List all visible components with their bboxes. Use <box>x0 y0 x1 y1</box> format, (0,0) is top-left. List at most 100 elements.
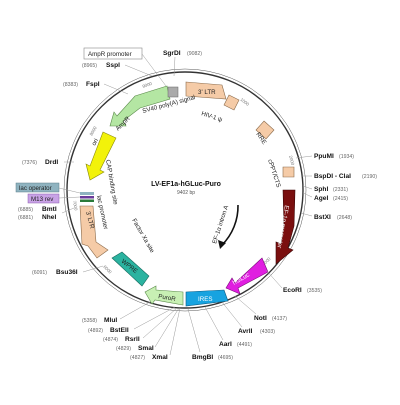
lac-operator-box <box>15 182 60 193</box>
cppt-box <box>282 166 295 178</box>
ecori-leader <box>265 269 283 289</box>
cppt-label: cPPT/CTS <box>266 158 282 188</box>
tick-8000: 8000 <box>89 125 98 136</box>
m13-mark <box>80 196 94 199</box>
site-bspdi-name: BspDI - ClaI <box>314 173 351 180</box>
wpre-box <box>111 251 150 287</box>
bstxi-leader <box>300 212 313 217</box>
sgrdi-leader <box>173 56 176 77</box>
agei-leader <box>302 192 313 198</box>
tick-4000: 4000 <box>261 256 272 267</box>
plasmid-size: 9402 bp <box>177 190 195 196</box>
fspi-leader <box>103 83 129 95</box>
tick-1000: 1000 <box>239 97 250 107</box>
ltr3-top-arrow <box>185 81 227 100</box>
site-smai-pos: (4829) <box>116 346 131 352</box>
site-ppumi-pos: (1934) <box>339 154 354 160</box>
grey-feature-box <box>167 86 179 98</box>
site-bmgbi-name: BmgBI <box>192 354 213 361</box>
lac-promoter-label: lac promoter <box>95 195 109 230</box>
site-bsteii-name: BstEII <box>110 327 129 334</box>
bmgbi-leader <box>187 308 201 353</box>
xmai-leader <box>169 307 181 356</box>
puror-arrow <box>144 285 184 306</box>
site-fspi-name: FspI <box>86 81 100 88</box>
sphi-leader <box>302 185 313 190</box>
site-ecori-name: EcoRI <box>283 287 302 294</box>
ori-label: ori <box>91 138 100 147</box>
site-rsrii-name: RsrII <box>125 336 140 343</box>
lac-operator-leader <box>58 187 81 194</box>
ltr3-top-label: 3' LTR <box>198 89 216 96</box>
avrii-leader <box>221 301 243 328</box>
site-bmti-pos: (6885) <box>18 207 33 213</box>
ppumi-leader <box>295 155 313 159</box>
rre-box <box>255 120 275 140</box>
ampr-promoter-box <box>83 47 143 60</box>
site-bstxi-name: BstXI <box>314 214 331 221</box>
site-rsrii-pos: (4874) <box>103 337 118 343</box>
plasmid-backbone-outer <box>63 68 307 312</box>
lac-operator-label: lac operator <box>19 185 52 192</box>
ires-arrow <box>185 289 229 307</box>
site-bstxi-pos: (2648) <box>337 215 352 221</box>
hiv-psi-box <box>223 94 240 111</box>
site-drdi-pos: (7376) <box>22 160 37 166</box>
m13-rev-box <box>27 193 60 204</box>
sspi-leader <box>124 64 153 77</box>
site-xmai-pos: (4827) <box>130 355 145 361</box>
m13-rev-label: M13 rev <box>31 196 54 203</box>
ampr-promoter-leader <box>141 53 167 87</box>
mlui-leader <box>119 301 151 320</box>
site-agei-pos: (2415) <box>333 196 348 202</box>
noti-leader <box>234 295 257 315</box>
site-agei-name: AgeI <box>314 195 328 202</box>
ltr3-left-arrow <box>79 205 109 259</box>
site-bspdi-pos: (2190) <box>362 174 377 180</box>
site-mlui-pos: (5358) <box>82 318 97 324</box>
cap-mark <box>80 199 94 202</box>
site-noti-name: NotI <box>254 315 267 322</box>
puror-label: PuroR <box>158 293 177 303</box>
ori-arrow <box>85 131 117 181</box>
ltr3-left-label: 3' LTR <box>84 211 95 230</box>
cap-site-label: CAP binding site <box>104 159 119 206</box>
plasmid-name: LV-EF1a-hGLuc-Puro <box>151 181 221 188</box>
factor-xa-label: Factor Xa site <box>130 218 155 255</box>
hiv-psi-label: HIV-1 ψ <box>200 110 223 123</box>
site-noti-pos: (4137) <box>272 316 287 322</box>
ampr-promoter-label: AmpR promoter <box>88 51 132 58</box>
ef1a-intron-arrowhead <box>218 240 226 249</box>
lac-operator-mark <box>80 192 94 195</box>
smai-leader <box>154 307 180 348</box>
site-ppumi-name: PpuMI <box>314 153 334 160</box>
tick-7000: 7000 <box>72 200 79 211</box>
site-aari-name: AarI <box>219 341 232 348</box>
site-avrii-name: AvrII <box>238 328 253 335</box>
site-ecori-pos: (3535) <box>307 288 322 294</box>
tick-6000: 6000 <box>102 264 113 275</box>
site-bmti-name: BmtI <box>42 206 57 213</box>
site-sgrdi-pos: (9082) <box>187 51 202 57</box>
site-smai-name: SmaI <box>138 345 154 352</box>
tick-2000: 2000 <box>288 155 296 166</box>
site-nhei-name: NheI <box>42 214 56 221</box>
bmti-nhei-leader <box>61 207 75 214</box>
site-avrii-pos: (4303) <box>260 329 275 335</box>
ires-label: IRES <box>198 296 212 303</box>
site-sphi-name: SphI <box>314 186 328 193</box>
site-bsu36i-name: Bsu36I <box>56 269 78 276</box>
site-sgrdi-name: SgrDI <box>163 50 181 57</box>
ef1a-intron-arc <box>221 204 239 246</box>
site-sspi-pos: (8965) <box>82 63 97 69</box>
ampr-arrow <box>109 85 171 127</box>
site-bsu36i-pos: (6091) <box>32 270 47 276</box>
site-sphi-pos: (2331) <box>333 187 348 193</box>
aari-leader <box>204 306 224 341</box>
ef1a-promoter-arrow <box>275 189 296 265</box>
site-sspi-name: SspI <box>106 62 120 69</box>
site-xmai-name: XmaI <box>152 354 168 361</box>
site-bsteii-pos: (4892) <box>88 328 103 334</box>
site-drdi-name: DrdI <box>45 159 58 166</box>
